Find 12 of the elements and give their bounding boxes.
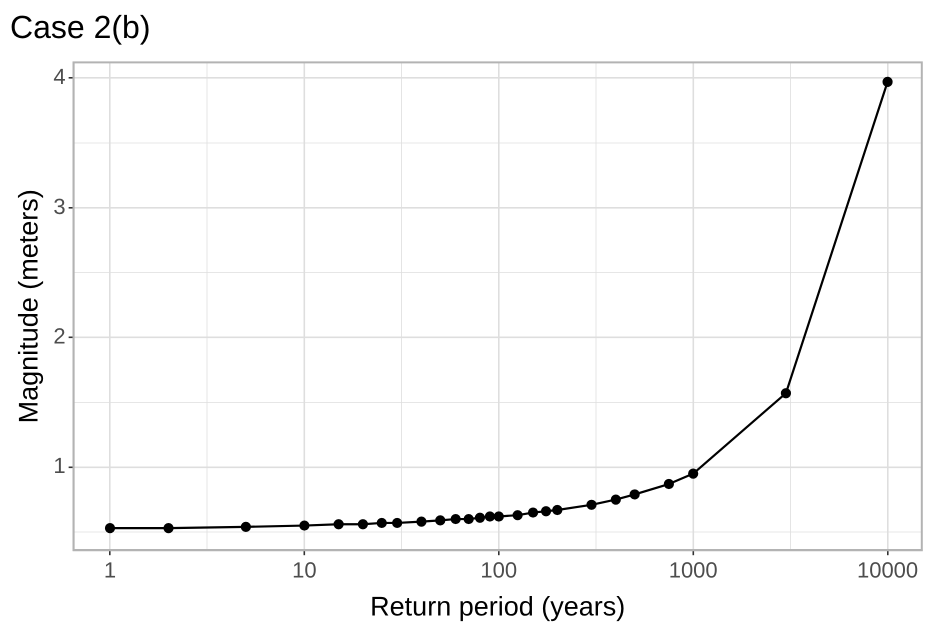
- x-tick-label: 1: [104, 557, 116, 582]
- y-axis-title: Magnitude (meters): [14, 189, 44, 424]
- x-tick-label: 100: [480, 557, 518, 582]
- y-tick-label: 4: [53, 64, 66, 90]
- y-tick-label: 3: [53, 194, 66, 219]
- x-tick-label: 1000: [668, 557, 718, 582]
- y-tick-label: 2: [53, 324, 66, 348]
- x-tick-label: 10: [292, 557, 317, 582]
- chart-title: Case 2(b): [10, 9, 150, 46]
- x-tick-label: 10000: [856, 557, 918, 582]
- y-tick-label: 1: [53, 453, 66, 478]
- x-axis-title: Return period (years): [370, 591, 626, 622]
